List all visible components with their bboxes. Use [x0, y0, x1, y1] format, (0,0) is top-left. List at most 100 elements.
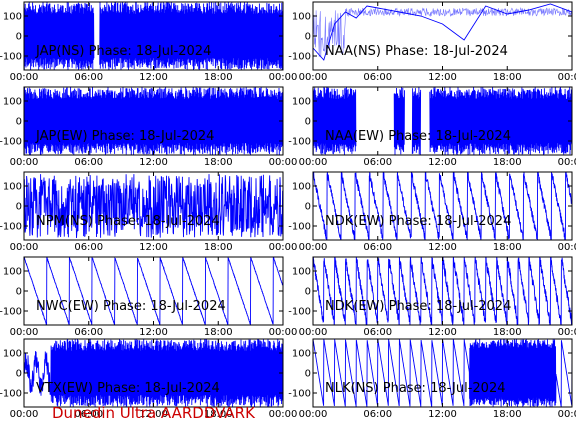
x-tick-label: 00:00 [558, 327, 576, 338]
panel-title: NLK(NS) Phase: 18-Jul-2024 [325, 381, 506, 396]
x-tick-label: 12:00 [139, 242, 168, 253]
x-tick-label: 00:00 [269, 327, 298, 338]
panel-title: NAA(EW) Phase: 18-Jul-2024 [325, 129, 511, 144]
y-tick-label: -100 [0, 389, 22, 400]
x-tick-label: 06:00 [74, 157, 103, 168]
x-tick-label: 00:00 [269, 157, 298, 168]
phase-panel: 100 0 -100 00:00 06:00 12:00 18:00 00:00 JAP(EW)… [0, 86, 298, 168]
y-tick-label: 100 [3, 97, 22, 108]
x-tick-label: 00:00 [299, 327, 328, 338]
y-tick-label: -100 [0, 222, 22, 233]
y-tick-label: 100 [292, 182, 311, 193]
x-tick-label: 12:00 [428, 72, 457, 83]
x-tick-label: 18:00 [204, 157, 233, 168]
y-tick-label: 0 [16, 117, 22, 128]
x-tick-label: 00:00 [299, 242, 328, 253]
x-tick-label: 00:00 [558, 157, 576, 168]
phase-panel: 100 0 -100 00:00 06:00 12:00 18:00 00:00 NWC(EW)… [0, 256, 298, 338]
x-tick-label: 00:00 [558, 409, 576, 420]
y-tick-label: 100 [3, 12, 22, 23]
x-tick-label: 12:00 [428, 327, 457, 338]
x-tick-label: 00:00 [10, 409, 39, 420]
phase-panel: 100 0 -100 00:00 06:00 12:00 18:00 00:00 NDK(EW)… [288, 256, 576, 338]
x-tick-label: 12:00 [139, 327, 168, 338]
y-tick-label: 100 [292, 97, 311, 108]
x-tick-label: 06:00 [74, 72, 103, 83]
x-tick-label: 12:00 [428, 157, 457, 168]
y-tick-label: 100 [3, 349, 22, 360]
panel-title: JAP(NS) Phase: 18-Jul-2024 [35, 44, 211, 59]
panel-title: NPM(NS) Phase: 18-Jul-2024 [36, 214, 220, 229]
panel-title: NDK(EW) Phase: 18-Jul-2024 [325, 299, 511, 314]
x-tick-label: 18:00 [204, 242, 233, 253]
phase-trace [313, 87, 572, 155]
axes-frame [312, 171, 573, 241]
phase-trace [313, 257, 572, 325]
y-tick-label: 0 [305, 32, 311, 43]
phase-panel: 100 0 -100 00:00 06:00 12:00 18:00 00:00 NLK(NS)… [288, 338, 576, 420]
y-tick-label: 0 [305, 287, 311, 298]
y-tick-label: 0 [305, 117, 311, 128]
phase-trace [313, 339, 572, 407]
y-tick-label: 0 [16, 287, 22, 298]
y-tick-label: 0 [305, 202, 311, 213]
phase-trace [24, 339, 283, 407]
panel-title: VTX(EW) Phase: 18-Jul-2024 [36, 381, 220, 396]
footer-caption: Dunedin Ultra AARDDVARK [52, 404, 255, 422]
x-tick-label: 00:00 [558, 242, 576, 253]
x-tick-label: 18:00 [493, 242, 522, 253]
phase-trace [313, 3, 572, 61]
phase-panel: 100 0 -100 00:00 06:00 12:00 18:00 00:00 JAP(NS)… [0, 1, 298, 83]
x-tick-label: 18:00 [493, 157, 522, 168]
x-tick-label: 00:00 [269, 409, 298, 420]
x-tick-label: 06:00 [363, 242, 392, 253]
phase-panel: 100 0 -100 00:00 06:00 12:00 18:00 00:00 NAA(EW)… [288, 86, 576, 168]
y-tick-label: -100 [0, 137, 22, 148]
x-tick-label: 06:00 [363, 327, 392, 338]
x-tick-label: 00:00 [10, 242, 39, 253]
y-tick-label: -100 [288, 389, 311, 400]
x-tick-label: 00:00 [10, 327, 39, 338]
x-tick-label: 06:00 [74, 409, 103, 420]
y-tick-label: -100 [288, 307, 311, 318]
x-tick-label: 18:00 [493, 409, 522, 420]
phase-trace [313, 172, 572, 240]
phase-panel: 100 0 -100 00:00 06:00 12:00 18:00 00:00 NAA(NS)… [288, 1, 576, 83]
x-tick-label: 00:00 [10, 72, 39, 83]
axes-frame [23, 256, 284, 326]
y-tick-label: -100 [0, 52, 22, 63]
y-tick-label: 0 [16, 369, 22, 380]
x-tick-label: 06:00 [363, 157, 392, 168]
y-tick-label: -100 [288, 52, 311, 63]
x-tick-label: 00:00 [10, 157, 39, 168]
phase-panel: 100 0 -100 00:00 06:00 12:00 18:00 00:00 VTX(EW)… [0, 338, 298, 420]
x-tick-label: 06:00 [363, 72, 392, 83]
x-tick-label: 18:00 [204, 409, 233, 420]
y-tick-label: 100 [3, 182, 22, 193]
x-tick-label: 00:00 [299, 157, 328, 168]
panel-title: NWC(EW) Phase: 18-Jul-2024 [36, 299, 226, 314]
phase-trace [24, 174, 283, 239]
phase-panel: 100 0 -100 00:00 06:00 12:00 18:00 00:00 NPM(NS)… [0, 171, 297, 253]
x-tick-label: 12:00 [139, 409, 168, 420]
y-tick-label: 100 [292, 12, 311, 23]
x-tick-label: 00:00 [558, 72, 576, 83]
x-tick-label: 12:00 [428, 242, 457, 253]
y-tick-label: -100 [0, 307, 22, 318]
x-tick-label: 18:00 [493, 327, 522, 338]
x-tick-label: 00:00 [269, 72, 298, 83]
x-tick-label: 18:00 [204, 327, 233, 338]
y-tick-label: -100 [288, 137, 311, 148]
y-tick-label: 0 [305, 369, 311, 380]
x-tick-label: 12:00 [428, 409, 457, 420]
y-tick-label: 100 [3, 267, 22, 278]
x-tick-label: 06:00 [74, 242, 103, 253]
phase-trace [24, 87, 283, 155]
phase-trace-noise [313, 7, 572, 58]
y-tick-label: 100 [292, 267, 311, 278]
phase-panel: 100 0 -100 00:00 06:00 12:00 18:00 00:00 NDK(EW)… [288, 171, 576, 253]
panel-title: NAA(NS) Phase: 18-Jul-2024 [325, 44, 508, 59]
panel-title: NDK(EW) Phase: 18-Jul-2024 [325, 214, 511, 229]
y-tick-label: 100 [292, 349, 311, 360]
